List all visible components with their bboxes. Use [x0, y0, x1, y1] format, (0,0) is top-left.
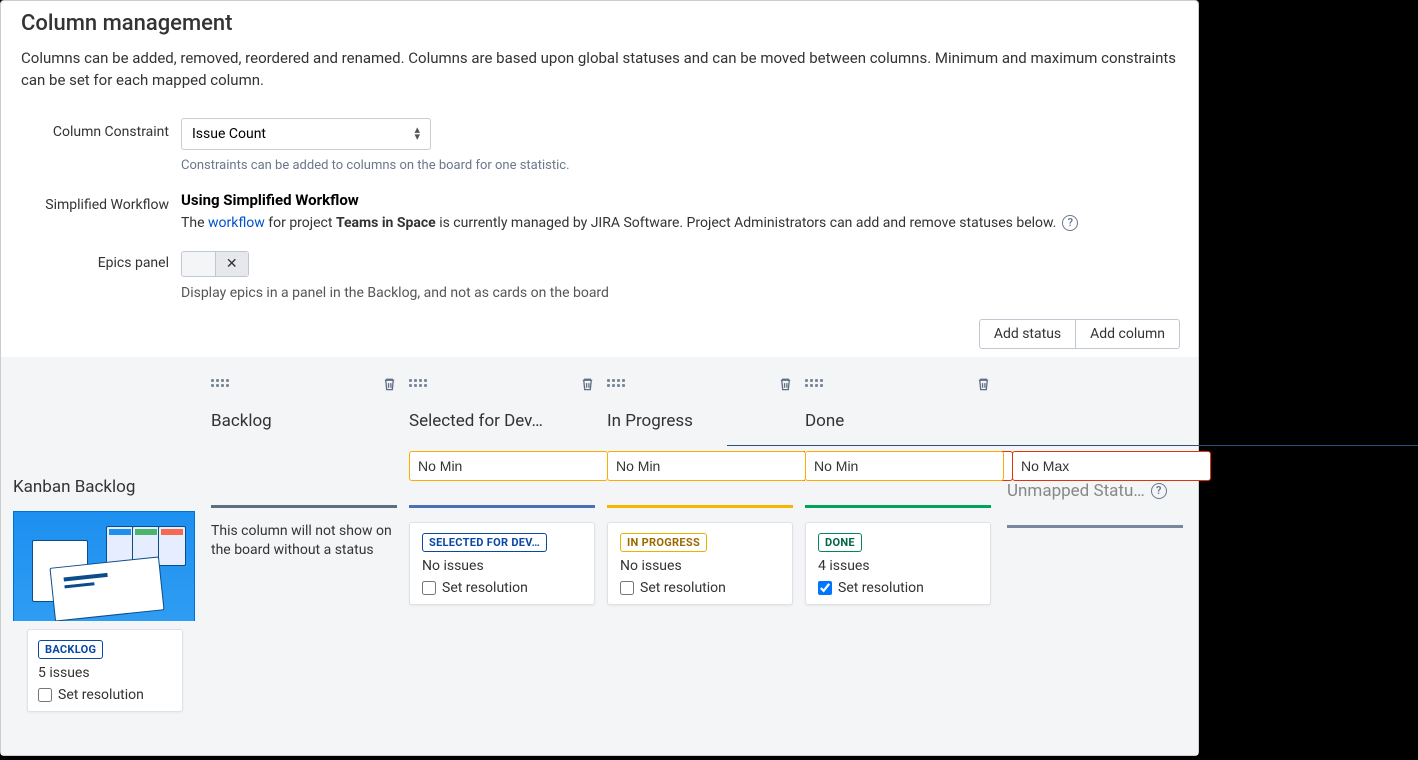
set-resolution-checkbox[interactable]	[620, 581, 634, 595]
column-color-bar	[409, 505, 595, 508]
status-issue-count: 4 issues	[818, 558, 978, 574]
workflow-link[interactable]: workflow	[208, 215, 265, 231]
column-color-bar	[211, 505, 397, 508]
backlog-lozenge: BACKLOG	[38, 640, 103, 659]
min-constraint-input[interactable]	[409, 451, 608, 481]
add-status-button[interactable]: Add status	[979, 319, 1076, 349]
drag-handle-icon[interactable]	[607, 379, 625, 389]
status-card[interactable]: SELECTED FOR DEV… No issues Set resoluti…	[409, 522, 595, 605]
status-card[interactable]: IN PROGRESS No issues Set resolution	[607, 522, 793, 605]
column-title[interactable]: Selected for Dev…	[409, 411, 595, 433]
delete-column-icon[interactable]	[778, 376, 793, 392]
constraint-select[interactable]: Issue Count ▴▾	[181, 118, 431, 150]
drag-handle-icon[interactable]	[805, 379, 823, 389]
unmapped-title: Unmapped Statu…	[1007, 481, 1145, 501]
epics-description: Display epics in a panel in the Backlog,…	[181, 285, 1178, 301]
workflow-project-name: Teams in Space	[336, 215, 436, 231]
min-constraint-input[interactable]	[805, 451, 1004, 481]
column-empty-message: This column will not show on the board w…	[211, 522, 397, 561]
status-card[interactable]: DONE 4 issues Set resolution	[805, 522, 991, 605]
status-lozenge: IN PROGRESS	[620, 533, 707, 552]
column-backlog: Backlog This column will not show on the…	[211, 375, 397, 756]
close-icon: ✕	[226, 256, 238, 272]
set-resolution-checkbox[interactable]	[818, 581, 832, 595]
column-title[interactable]: Done	[805, 411, 991, 433]
drag-handle-icon[interactable]	[409, 379, 427, 389]
select-caret-icon: ▴▾	[414, 127, 420, 140]
set-resolution-checkbox[interactable]	[422, 581, 436, 595]
column-title[interactable]: Backlog	[211, 411, 397, 433]
backlog-set-resolution-label: Set resolution	[58, 687, 144, 703]
epics-label: Epics panel	[21, 249, 181, 271]
workflow-status: Using Simplified Workflow	[181, 191, 1178, 209]
toggle-off-half: ✕	[215, 252, 249, 276]
drag-handle-icon[interactable]	[211, 379, 229, 389]
backlog-illustration	[13, 511, 195, 621]
epics-toggle[interactable]: ✕	[181, 251, 249, 277]
delete-column-icon[interactable]	[580, 376, 595, 392]
toggle-on-half	[182, 252, 215, 276]
workflow-description: The workflow for project Teams in Space …	[181, 215, 1178, 231]
constraint-label: Column Constraint	[21, 118, 181, 140]
workflow-desc-pre: The	[181, 215, 208, 231]
set-resolution-label: Set resolution	[640, 580, 726, 596]
column-in-progress: In Progress IN PROGRESS No issues Set re…	[607, 375, 793, 756]
column-title[interactable]: In Progress	[607, 411, 793, 433]
status-issue-count: No issues	[620, 558, 780, 574]
backlog-issue-count: 5 issues	[38, 665, 172, 681]
workflow-desc-mid: for project	[265, 215, 336, 231]
help-icon[interactable]: ?	[1151, 483, 1167, 499]
workflow-label: Simplified Workflow	[21, 191, 181, 213]
annotation-line	[727, 445, 1418, 446]
backlog-status-card[interactable]: BACKLOG 5 issues Set resolution	[27, 629, 183, 712]
status-lozenge: DONE	[818, 533, 862, 552]
max-constraint-input[interactable]	[1012, 451, 1211, 481]
column-done: Done DONE 4 issues Set resolution	[805, 375, 991, 756]
page-description: Columns can be added, removed, reordered…	[21, 48, 1178, 92]
set-resolution-label: Set resolution	[838, 580, 924, 596]
min-constraint-input[interactable]	[607, 451, 806, 481]
kanban-backlog-column: Kanban Backlog BACKLOG 5 issues Set reso…	[13, 375, 199, 756]
status-issue-count: No issues	[422, 558, 582, 574]
kanban-backlog-title: Kanban Backlog	[13, 477, 199, 497]
set-resolution-label: Set resolution	[442, 580, 528, 596]
unmapped-statuses-column: Unmapped Statu… ?	[1007, 375, 1183, 756]
delete-column-icon[interactable]	[382, 376, 397, 392]
page-title: Column management	[21, 11, 1178, 36]
constraint-hint: Constraints can be added to columns on t…	[181, 158, 1178, 173]
column-color-bar	[1007, 525, 1183, 528]
workflow-desc-post: is currently managed by JIRA Software. P…	[436, 215, 1057, 231]
delete-column-icon[interactable]	[976, 376, 991, 392]
help-icon[interactable]: ?	[1062, 215, 1078, 231]
add-column-button[interactable]: Add column	[1076, 319, 1180, 349]
column-color-bar	[805, 505, 991, 508]
status-lozenge: SELECTED FOR DEV…	[422, 533, 547, 552]
column-color-bar	[607, 505, 793, 508]
constraint-selected-value: Issue Count	[192, 126, 266, 142]
column-selected-for-dev: Selected for Dev… SELECTED FOR DEV… No i…	[409, 375, 595, 756]
backlog-set-resolution-checkbox[interactable]	[38, 688, 52, 702]
